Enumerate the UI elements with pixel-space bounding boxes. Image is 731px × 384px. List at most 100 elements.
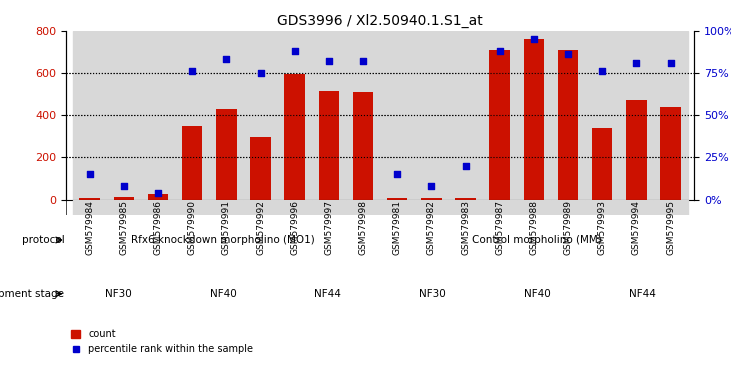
Bar (421, 198, 442, 200)
Text: GSM579988: GSM579988 (529, 200, 538, 255)
Bar (312, 31, 346, 200)
Point (84, 171, 96, 177)
Text: GSM579998: GSM579998 (358, 200, 368, 255)
Bar (482, 200, 517, 215)
Text: NF30: NF30 (105, 289, 132, 299)
Bar (250, 137, 270, 200)
Bar (517, 200, 551, 215)
Text: GSM579991: GSM579991 (222, 200, 231, 255)
Bar (592, 128, 613, 200)
Text: protocol: protocol (22, 235, 64, 245)
Bar (319, 91, 339, 200)
Bar (216, 109, 237, 200)
Bar (558, 50, 578, 200)
Text: GSM579994: GSM579994 (632, 200, 641, 255)
Bar (72, 31, 107, 200)
Bar (243, 200, 278, 215)
Bar (284, 74, 305, 200)
Bar (585, 200, 619, 215)
Point (186, 68, 198, 74)
Text: NF44: NF44 (314, 289, 341, 299)
Bar (182, 126, 202, 200)
Point (289, 48, 300, 54)
Bar (346, 200, 380, 215)
Bar (654, 200, 688, 215)
Point (528, 36, 539, 42)
Point (357, 58, 369, 64)
Bar (353, 92, 374, 200)
Text: NF40: NF40 (524, 289, 550, 299)
Bar (414, 31, 448, 200)
Bar (619, 200, 654, 215)
Bar (141, 31, 175, 200)
Bar (175, 200, 209, 215)
Bar (346, 31, 380, 200)
Bar (585, 31, 619, 200)
Bar (523, 39, 544, 200)
Text: GSM579985: GSM579985 (119, 200, 129, 255)
Bar (551, 31, 585, 200)
Point (323, 58, 335, 64)
Bar (654, 31, 688, 200)
Point (631, 60, 643, 66)
Bar (107, 200, 141, 215)
Point (254, 70, 266, 76)
Bar (148, 194, 168, 200)
Bar (490, 50, 510, 200)
Bar (209, 31, 243, 200)
Bar (243, 31, 278, 200)
Text: GSM579995: GSM579995 (666, 200, 675, 255)
Point (562, 51, 574, 58)
Bar (380, 31, 414, 200)
Point (494, 48, 506, 54)
Text: GSM579997: GSM579997 (325, 200, 333, 255)
Text: development stage: development stage (0, 289, 64, 299)
Bar (455, 198, 476, 200)
Point (460, 163, 471, 169)
Bar (482, 31, 517, 200)
Bar (660, 107, 681, 200)
Text: GSM579996: GSM579996 (290, 200, 299, 255)
Point (118, 183, 129, 189)
Point (152, 190, 164, 196)
Text: GSM579983: GSM579983 (461, 200, 470, 255)
Bar (626, 101, 647, 200)
Bar (278, 200, 312, 215)
Point (596, 68, 608, 74)
Text: GSM579981: GSM579981 (393, 200, 402, 255)
Text: GSM579990: GSM579990 (188, 200, 197, 255)
Bar (175, 31, 209, 200)
Point (391, 171, 403, 177)
Text: GSM579982: GSM579982 (427, 200, 436, 255)
Bar (80, 198, 100, 200)
Text: Rfx6 knockdown morpholino (MO1): Rfx6 knockdown morpholino (MO1) (131, 235, 315, 245)
Point (221, 56, 232, 63)
Bar (448, 31, 482, 200)
Bar (619, 31, 654, 200)
Text: GSM579989: GSM579989 (564, 200, 572, 255)
Text: GSM579987: GSM579987 (495, 200, 504, 255)
Text: GSM579986: GSM579986 (154, 200, 162, 255)
Bar (414, 200, 448, 215)
Text: GSM579993: GSM579993 (598, 200, 607, 255)
Title: GDS3996 / Xl2.50940.1.S1_at: GDS3996 / Xl2.50940.1.S1_at (277, 14, 483, 28)
Bar (551, 200, 585, 215)
Legend: count, percentile rank within the sample: count, percentile rank within the sample (71, 329, 253, 354)
Bar (448, 200, 482, 215)
Bar (278, 31, 312, 200)
Bar (72, 200, 107, 215)
Bar (517, 31, 551, 200)
Text: NF40: NF40 (210, 289, 236, 299)
Text: Control morpholino (MM): Control morpholino (MM) (472, 235, 602, 245)
Bar (209, 200, 243, 215)
Bar (107, 31, 141, 200)
Point (664, 60, 676, 66)
Bar (387, 198, 407, 200)
Text: GSM579984: GSM579984 (86, 200, 94, 255)
Text: NF44: NF44 (629, 289, 656, 299)
Text: NF30: NF30 (419, 289, 446, 299)
Bar (312, 200, 346, 215)
Point (425, 183, 437, 189)
Bar (113, 197, 134, 200)
Text: GSM579992: GSM579992 (256, 200, 265, 255)
